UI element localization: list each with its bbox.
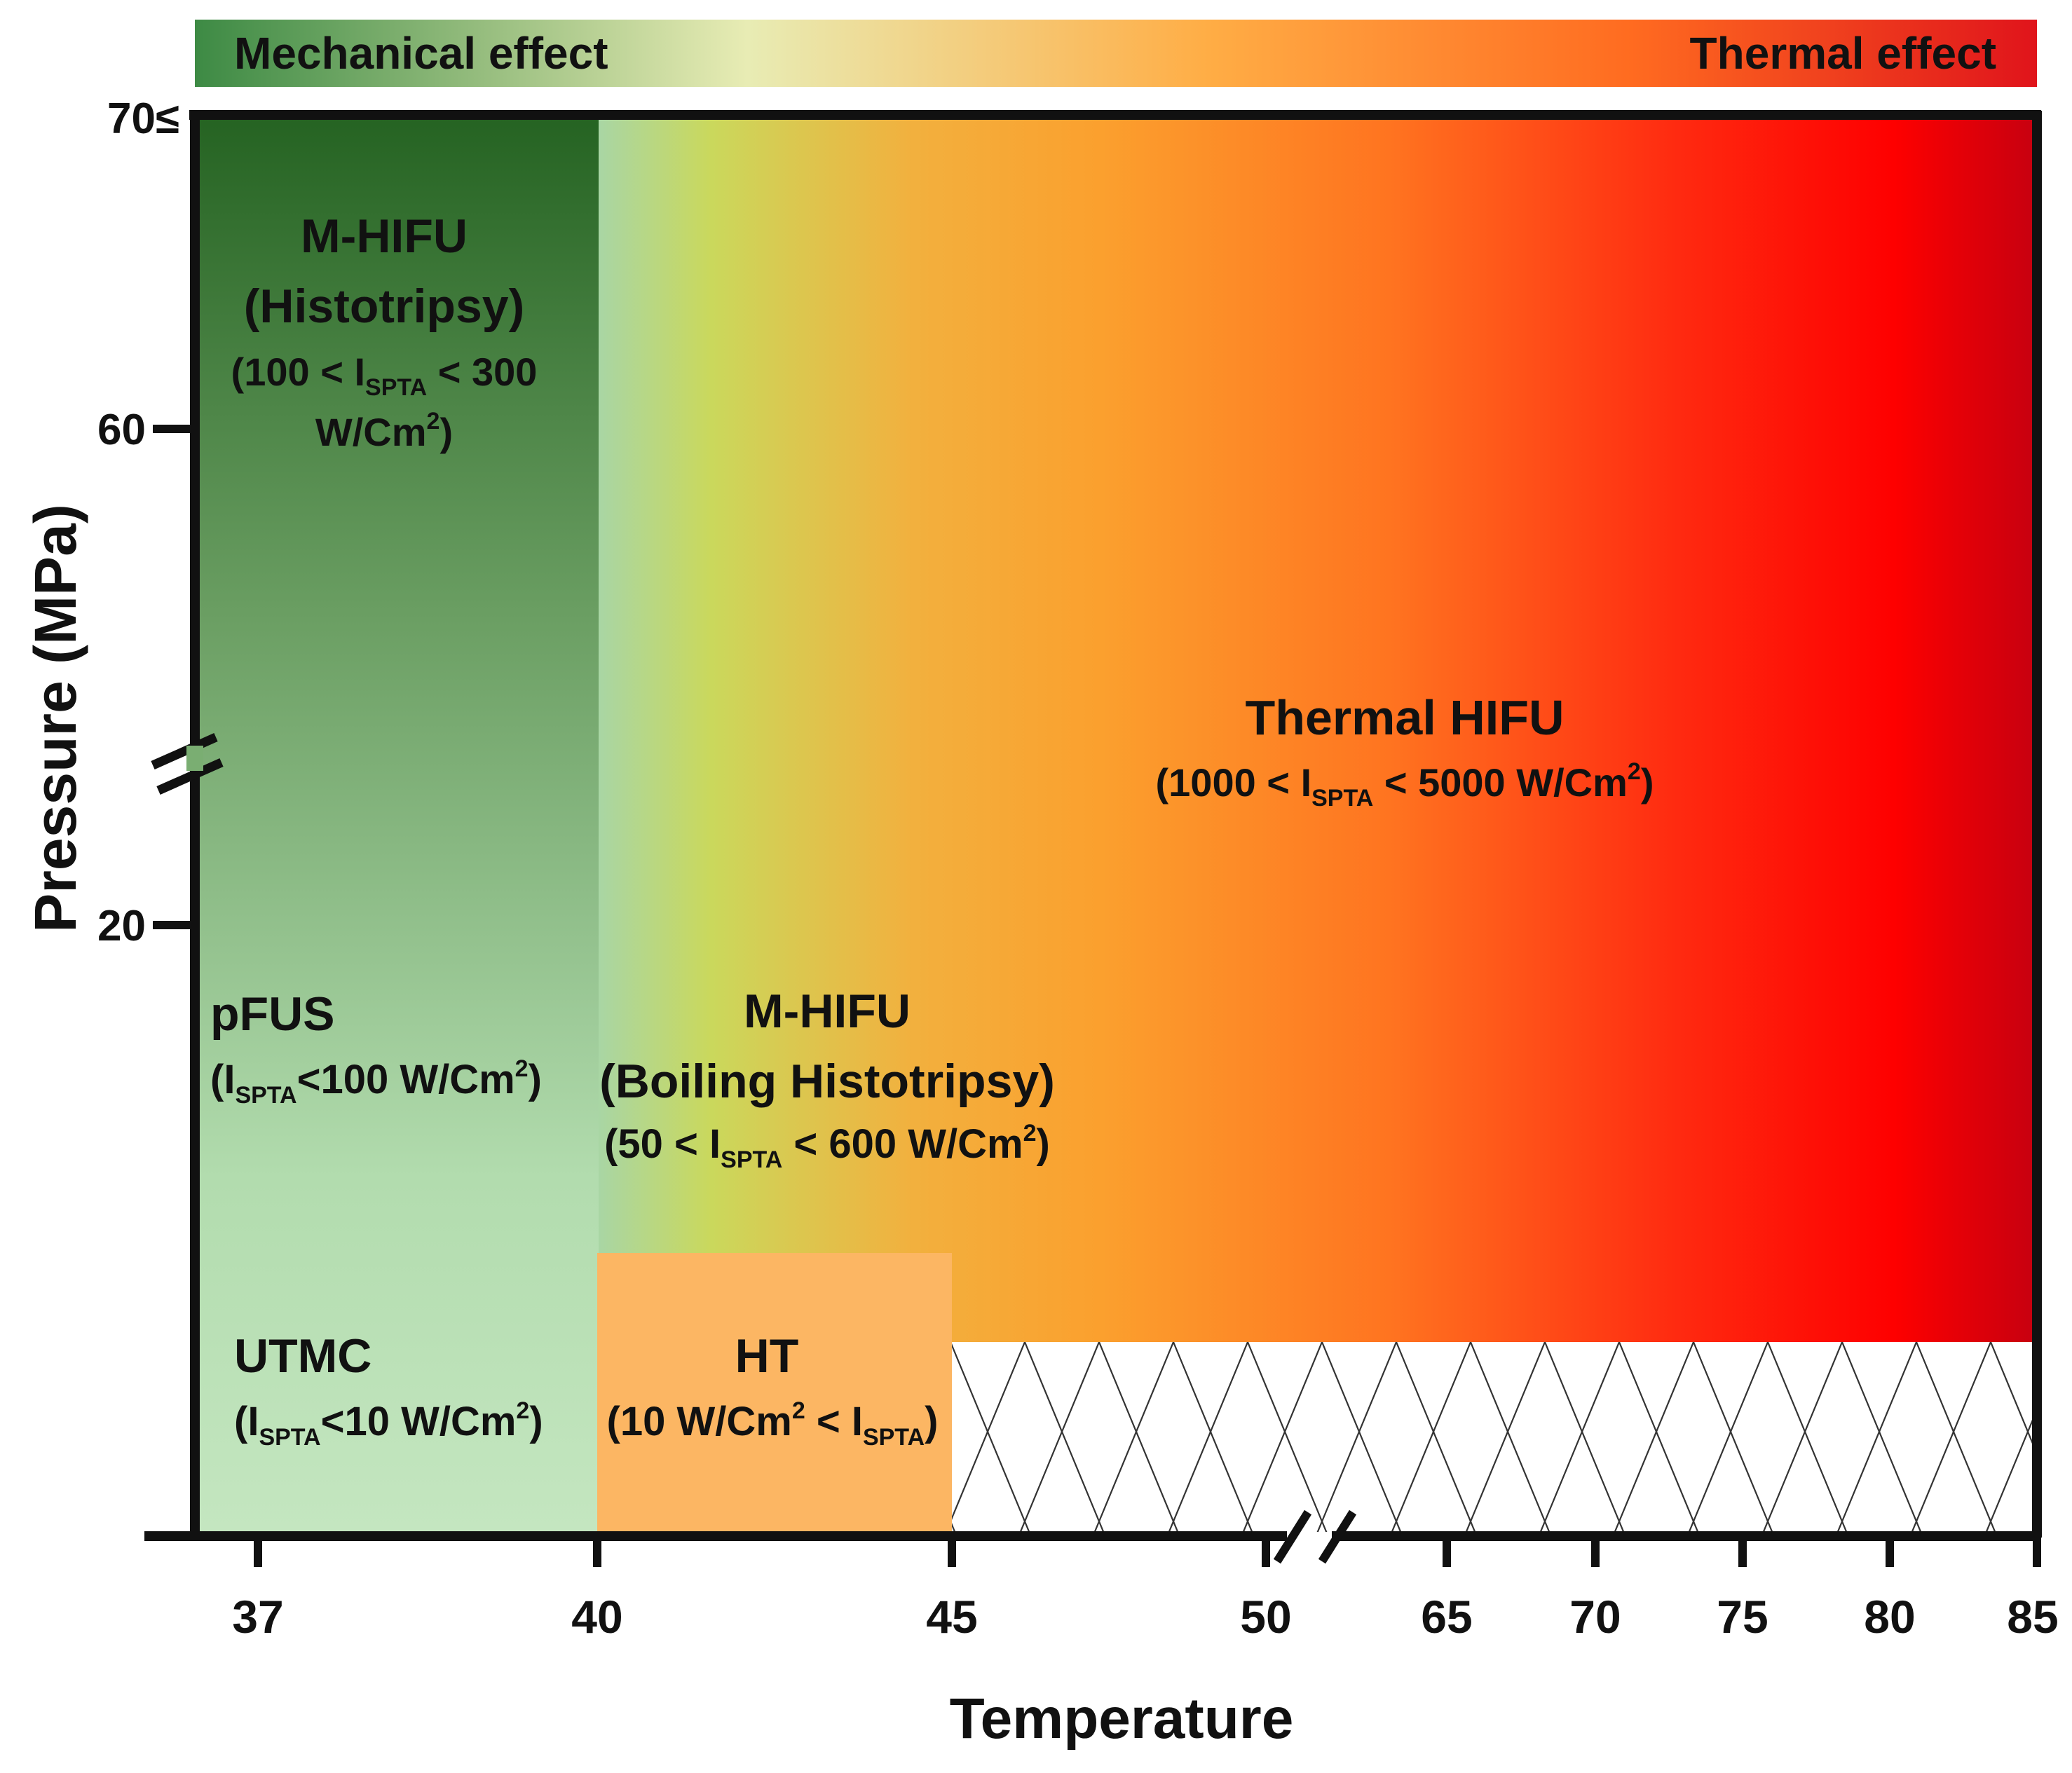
m-hifu-boiling-label: M-HIFU (Boiling Histotripsy) (50 < ISPTA…	[599, 985, 1055, 1173]
m-hifu-histotripsy-title: M-HIFU	[301, 210, 468, 263]
x-ticks	[254, 1536, 2041, 1567]
x-tick-label: 80	[1864, 1591, 1915, 1643]
x-axis-break-mark	[1318, 1510, 1357, 1564]
green-column-region	[195, 116, 599, 1532]
thermal-hifu-title: Thermal HIFU	[1245, 690, 1564, 745]
y-axis-break-mark	[151, 733, 218, 769]
y-tick-label: 20	[97, 902, 146, 950]
y-axis-break-mark	[156, 758, 224, 795]
y-axis-label: Pressure (MPa)	[22, 504, 88, 933]
ht-title: HT	[735, 1329, 799, 1383]
thermal-effect-label: Thermal effect	[1690, 28, 1996, 78]
x-tick-label: 45	[926, 1591, 977, 1643]
utmc-label: UTMC (ISPTA<10 W/Cm2)	[234, 1329, 543, 1451]
pfus-intensity: (ISPTA<100 W/Cm2)	[210, 1055, 542, 1109]
utmc-title: UTMC	[234, 1329, 372, 1383]
x-tick-label: 37	[232, 1591, 283, 1643]
m-hifu-boiling-subtitle: (Boiling Histotripsy)	[599, 1055, 1055, 1108]
y-tick-label: 60	[97, 406, 146, 454]
y-tick-label: 70≤	[107, 95, 179, 143]
thermal-hifu-label: Thermal HIFU (1000 < ISPTA < 5000 W/Cm2)	[1156, 690, 1654, 812]
m-hifu-histotripsy-unit: W/Cm2)	[315, 408, 453, 454]
y-axis-break-gap	[186, 746, 203, 771]
effect-gradient-bar	[195, 20, 2037, 87]
m-hifu-histotripsy-label: M-HIFU (Histotripsy) (100 < ISPTA < 300 …	[231, 210, 538, 454]
x-tick-label: 40	[571, 1591, 622, 1643]
x-axis-break-mark	[1273, 1510, 1312, 1564]
hatched-pattern	[952, 1342, 2038, 1532]
pfus-label: pFUS (ISPTA<100 W/Cm2)	[210, 987, 542, 1109]
x-tick-label: 75	[1717, 1591, 1768, 1643]
x-tick-label: 85	[2007, 1591, 2058, 1643]
x-tick-label: 65	[1421, 1591, 1472, 1643]
x-tick-label: 50	[1240, 1591, 1291, 1643]
pfus-title: pFUS	[210, 987, 335, 1041]
ht-region	[597, 1253, 952, 1532]
thermal-hifu-intensity: (1000 < ISPTA < 5000 W/Cm2)	[1156, 758, 1654, 812]
ht-label: HT (10 W/Cm2 < ISPTA)	[607, 1329, 939, 1451]
m-hifu-boiling-intensity: (50 < ISPTA < 600 W/Cm2)	[604, 1120, 1050, 1173]
m-hifu-boiling-title: M-HIFU	[744, 985, 911, 1038]
x-tick-label: 70	[1569, 1591, 1621, 1643]
m-hifu-histotripsy-subtitle: (Histotripsy)	[244, 280, 524, 333]
utmc-intensity: (ISPTA<10 W/Cm2)	[234, 1397, 543, 1451]
x-axis-label: Temperature	[950, 1687, 1294, 1751]
m-hifu-histotripsy-intensity: (100 < ISPTA < 300	[231, 350, 538, 401]
mechanical-effect-label: Mechanical effect	[234, 28, 608, 78]
ht-intensity: (10 W/Cm2 < ISPTA)	[607, 1397, 939, 1451]
